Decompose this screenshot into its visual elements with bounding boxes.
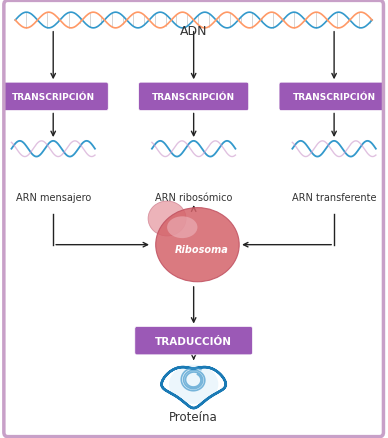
FancyBboxPatch shape (139, 83, 249, 111)
Text: Proteína: Proteína (169, 410, 218, 424)
Text: ADN: ADN (180, 25, 208, 39)
FancyBboxPatch shape (0, 83, 108, 111)
Text: TRADUCCIÓN: TRADUCCIÓN (155, 336, 232, 346)
FancyBboxPatch shape (279, 83, 388, 111)
Text: ARN transferente: ARN transferente (292, 193, 376, 203)
FancyBboxPatch shape (135, 327, 253, 355)
Text: ARN ribosómico: ARN ribosómico (155, 193, 232, 203)
Text: TRANSCRIPCIÓN: TRANSCRIPCIÓN (293, 93, 376, 102)
Text: TRANSCRIPCIÓN: TRANSCRIPCIÓN (12, 93, 95, 102)
Ellipse shape (169, 365, 218, 404)
Text: Ribosoma: Ribosoma (174, 244, 228, 254)
Text: TRANSCRIPCIÓN: TRANSCRIPCIÓN (152, 93, 235, 102)
Ellipse shape (156, 208, 239, 282)
Ellipse shape (167, 217, 197, 239)
Text: ARN mensajero: ARN mensajero (16, 193, 91, 203)
Ellipse shape (148, 201, 186, 237)
